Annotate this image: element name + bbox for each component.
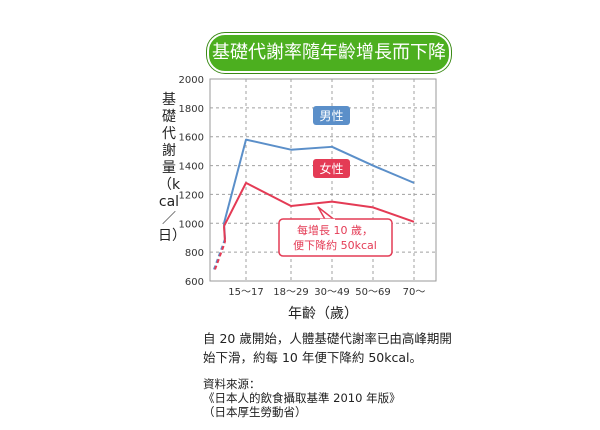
- y-axis-label: 基礎代謝量（kcal／日）: [158, 92, 186, 244]
- x-tick-label: 50～69: [355, 287, 390, 298]
- y-tick-label: 1800: [179, 104, 204, 115]
- series-line: [223, 138, 415, 224]
- chart-title: 基礎代謝率隨年齡增長而下降: [207, 33, 451, 73]
- series-tag-bg: [313, 159, 350, 178]
- plot-frame: [209, 78, 437, 282]
- x-tick-label: 30～49: [314, 287, 349, 298]
- series-line: [223, 181, 415, 227]
- annotation-line-1: 每增長 10 歲，: [297, 223, 373, 237]
- series-1: [214, 181, 415, 270]
- source-label: 資料來源：: [203, 377, 261, 391]
- series-tag-bg: [313, 106, 350, 125]
- source-block: 資料來源： 《日本人的飲食攝取基準 2010 年版》 （日本厚生勞動省）: [203, 377, 463, 419]
- x-tick-label: 18～29: [273, 287, 308, 298]
- source-line-2: （日本厚生勞動省）: [203, 405, 307, 419]
- y-tick-label: 800: [185, 248, 204, 259]
- annotation-line-2: 便下降約 50kcal: [293, 238, 377, 252]
- x-tick-label: 70～: [403, 287, 426, 298]
- y-tick-label: 1600: [179, 133, 204, 144]
- y-tick-label: 2000: [179, 75, 204, 86]
- y-tick-label: 600: [185, 277, 204, 288]
- x-tick-label: 15～17: [228, 287, 263, 298]
- y-tick-label: 1000: [179, 219, 204, 230]
- series-lead-dashed: [214, 241, 226, 270]
- y-tick-label: 1400: [179, 162, 204, 173]
- caption-text: 自 20 歲開始，人體基礎代謝率已由高峰期開始下滑，約每 10 年便下降約 50…: [203, 331, 452, 365]
- series-tag-label: 女性: [319, 161, 343, 176]
- series-tag-label: 男性: [319, 109, 343, 123]
- x-axis-label: 年齡（歲）: [288, 306, 358, 322]
- source-line-1: 《日本人的飲食攝取基準 2010 年版》: [203, 391, 401, 405]
- series-lead-solid: [223, 226, 226, 243]
- annotation-box: [278, 218, 393, 257]
- y-tick-label: 1200: [179, 190, 204, 201]
